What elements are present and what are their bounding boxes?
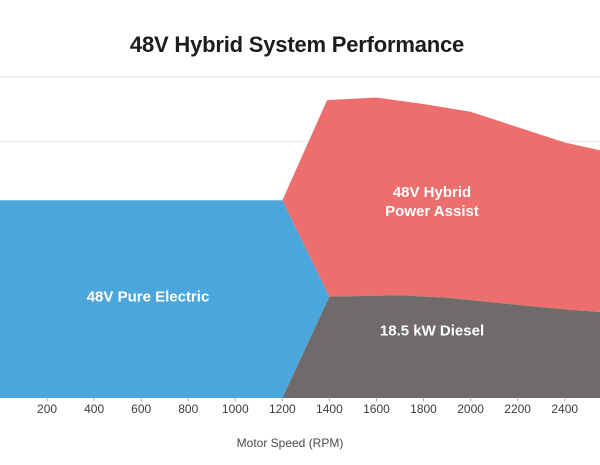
x-tick-label: 400: [84, 402, 105, 416]
x-tick-label: 1800: [410, 402, 437, 416]
x-tick-label: 600: [131, 402, 152, 416]
region-electric-label: 48V Pure Electric: [86, 288, 210, 306]
x-tick-label: 2200: [504, 402, 531, 416]
region-diesel-area: [282, 295, 600, 398]
region-hybrid-area: [282, 97, 600, 312]
region-diesel-label: 18.5 kW Diesel: [379, 322, 485, 340]
region-electric-area: [0, 200, 330, 398]
x-tick-label: 1200: [268, 402, 296, 416]
x-axis-title: Motor Speed (RPM): [236, 436, 344, 450]
x-tick-label: 1400: [316, 402, 343, 416]
x-tick-label: 200: [37, 402, 58, 416]
x-tick-label: 2000: [457, 402, 484, 416]
x-tick-label: 800: [178, 402, 199, 416]
region-hybrid-label: 48V Hybrid Power Assist: [385, 184, 479, 221]
x-tick-label: 2400: [551, 402, 579, 416]
x-tick-label: 1000: [221, 402, 249, 416]
x-tick-label: 1600: [363, 402, 390, 416]
page-title: 48V Hybrid System Performance: [129, 32, 465, 57]
